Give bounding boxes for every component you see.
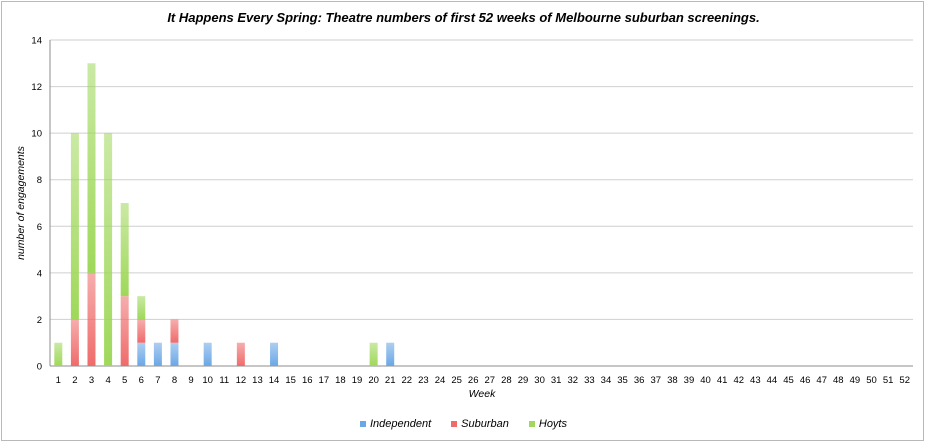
bar-hoyts-week-20 <box>369 342 378 366</box>
x-tick-label: 4 <box>105 375 110 386</box>
legend-item-independent: Independent <box>359 418 432 430</box>
bar-hoyts-week-4 <box>104 133 113 366</box>
x-tick-label: 10 <box>202 375 213 386</box>
x-tick-label: 26 <box>468 375 479 386</box>
y-tick-label: 4 <box>37 268 42 279</box>
x-tick-label: 5 <box>122 375 127 386</box>
x-tick-label: 19 <box>352 375 363 386</box>
y-tick-label: 8 <box>37 175 42 186</box>
legend-item-hoyts: Hoyts <box>528 418 567 430</box>
x-tick-label: 2 <box>72 375 77 386</box>
x-tick-label: 16 <box>302 375 313 386</box>
x-tick-label: 41 <box>717 375 728 386</box>
x-tick-label: 20 <box>368 375 379 386</box>
x-tick-label: 17 <box>319 375 330 386</box>
x-tick-label: 21 <box>385 375 396 386</box>
bar-suburban-week-6 <box>137 319 146 343</box>
x-tick-label: 18 <box>335 375 346 386</box>
legend-label: Hoyts <box>538 418 567 430</box>
x-tick-label: 46 <box>800 375 811 386</box>
x-tick-label: 14 <box>269 375 280 386</box>
x-tick-label: 25 <box>451 375 462 386</box>
x-axis-label: Week <box>469 388 496 400</box>
y-tick-label: 10 <box>31 129 42 140</box>
x-tick-label: 34 <box>601 375 612 386</box>
x-tick-label: 6 <box>139 375 144 386</box>
x-tick-label: 9 <box>188 375 193 386</box>
x-tick-label: 51 <box>883 375 894 386</box>
bar-independent-week-14 <box>270 342 279 366</box>
bar-suburban-week-8 <box>170 319 179 343</box>
x-tick-label: 3 <box>89 375 94 386</box>
x-tick-label: 50 <box>866 375 877 386</box>
x-tick-label: 29 <box>518 375 529 386</box>
bar-independent-week-8 <box>170 342 179 366</box>
x-tick-label: 36 <box>634 375 645 386</box>
chart-title: It Happens Every Spring: Theatre numbers… <box>167 10 760 25</box>
legend-label: Independent <box>369 418 432 430</box>
bar-hoyts-week-6 <box>137 296 146 320</box>
bar-suburban-week-5 <box>120 296 129 366</box>
y-tick-label: 0 <box>37 362 42 373</box>
bar-suburban-week-2 <box>70 319 79 366</box>
y-tick-label: 14 <box>31 36 42 47</box>
x-tick-label: 44 <box>767 375 778 386</box>
bar-independent-week-10 <box>203 342 212 366</box>
x-tick-label: 35 <box>617 375 628 386</box>
x-tick-label: 42 <box>733 375 744 386</box>
x-tick-label: 12 <box>236 375 247 386</box>
bar-independent-week-6 <box>137 342 146 366</box>
x-tick-label: 32 <box>567 375 578 386</box>
x-tick-label: 37 <box>650 375 661 386</box>
x-tick-label: 47 <box>816 375 827 386</box>
bars <box>54 63 395 366</box>
x-tick-label: 27 <box>485 375 496 386</box>
legend: Independent Suburban Hoyts <box>0 418 927 430</box>
x-tick-label: 28 <box>501 375 512 386</box>
x-tick-label: 11 <box>219 375 229 386</box>
legend-swatch <box>528 421 535 427</box>
y-tick-label: 2 <box>37 315 42 326</box>
legend-swatch <box>451 421 458 427</box>
x-tick-label: 45 <box>783 375 794 386</box>
legend-label: Suburban <box>461 418 509 430</box>
x-tick-label: 15 <box>285 375 296 386</box>
x-tick-label: 31 <box>551 375 562 386</box>
bar-hoyts-week-2 <box>70 133 79 320</box>
x-tick-label: 23 <box>418 375 429 386</box>
x-tick-label: 43 <box>750 375 761 386</box>
x-tick-label: 1 <box>56 375 61 386</box>
x-tick-label: 48 <box>833 375 844 386</box>
bar-suburban-week-12 <box>236 342 245 366</box>
x-tick-label: 33 <box>584 375 595 386</box>
bar-hoyts-week-1 <box>54 342 63 366</box>
bar-suburban-week-3 <box>87 272 96 366</box>
x-tick-label: 7 <box>155 375 160 386</box>
x-tick-label: 30 <box>534 375 545 386</box>
y-axis-label: number of engagements <box>15 145 27 260</box>
x-tick-label: 22 <box>402 375 413 386</box>
x-tick-label: 8 <box>172 375 177 386</box>
legend-swatch <box>359 421 366 427</box>
bar-independent-week-7 <box>153 342 162 366</box>
x-tick-label: 39 <box>684 375 695 386</box>
legend-item-suburban: Suburban <box>451 418 509 430</box>
x-tick-label: 13 <box>252 375 263 386</box>
bar-hoyts-week-3 <box>87 63 96 273</box>
x-tick-label: 24 <box>435 375 446 386</box>
bar-hoyts-week-5 <box>120 203 129 297</box>
y-tick-label: 12 <box>31 82 42 93</box>
x-tick-label: 52 <box>899 375 910 386</box>
x-tick-label: 38 <box>667 375 678 386</box>
bar-independent-week-21 <box>386 342 395 366</box>
x-tick-label: 40 <box>700 375 711 386</box>
y-tick-label: 6 <box>37 222 42 233</box>
x-tick-label: 49 <box>850 375 861 386</box>
gridlines <box>49 39 913 367</box>
